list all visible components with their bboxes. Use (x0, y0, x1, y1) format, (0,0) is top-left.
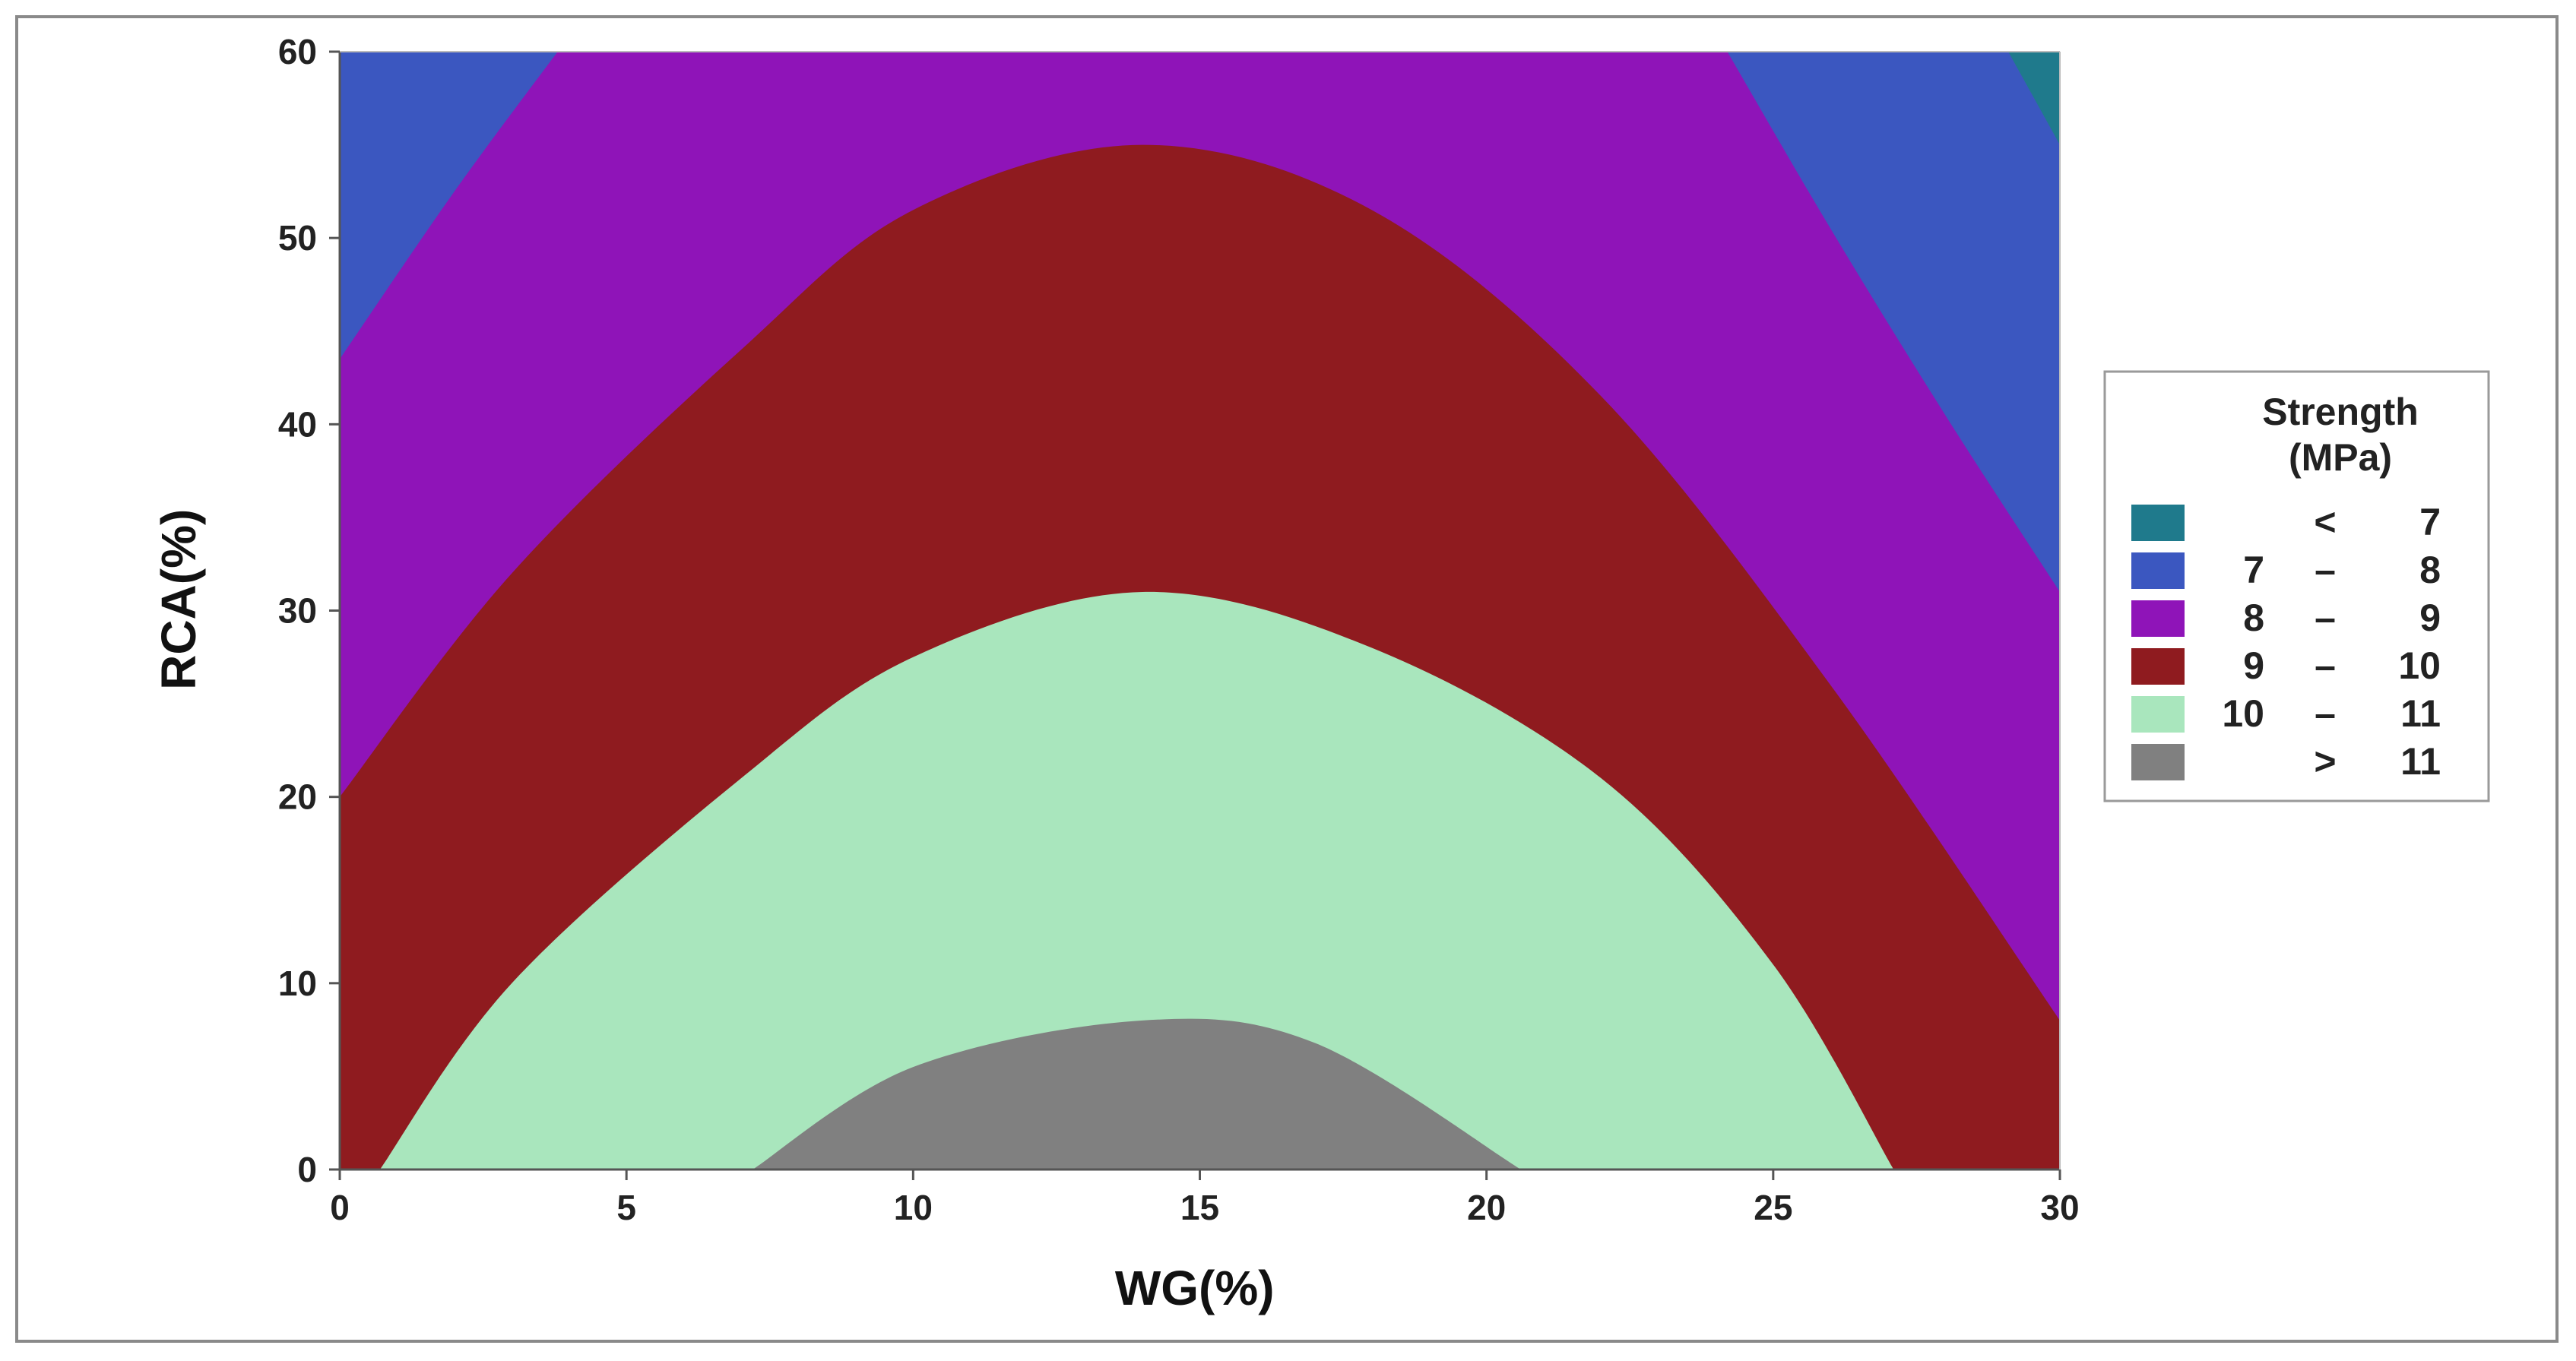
legend-swatch (2131, 648, 2185, 685)
legend-range-high: 9 (2419, 597, 2441, 639)
region-10-11 (379, 591, 1894, 1170)
legend-range-low: 10 (2222, 692, 2264, 735)
y-axis-title: RCA(%) (151, 509, 206, 690)
x-tick-label: 30 (2040, 1188, 2079, 1227)
legend-swatch (2131, 600, 2185, 637)
legend-range-low: 8 (2243, 597, 2264, 639)
legend-subtitle: (MPa) (2289, 436, 2392, 479)
legend-range-high: 11 (2400, 692, 2441, 735)
y-tick-label: 50 (278, 218, 317, 258)
x-tick-label: 20 (1467, 1188, 1506, 1227)
x-axis-title: WG(%) (1115, 1261, 1275, 1315)
legend-swatch (2131, 696, 2185, 733)
chart-frame: 0 5 10 15 20 25 30 0 10 20 30 40 50 60 WG(%) RCA(%) Str… (15, 15, 2559, 1343)
legend-range-sep: – (2315, 597, 2336, 639)
x-tick-label: 25 (1754, 1188, 1792, 1227)
legend-range-sep: < (2314, 501, 2336, 543)
legend-title: Strength (2262, 391, 2419, 433)
contour-chart: 0 5 10 15 20 25 30 0 10 20 30 40 50 60 WG(%) RCA(%) Str… (151, 32, 2490, 1315)
x-tick-label: 5 (616, 1188, 636, 1227)
y-tick-label: 20 (278, 777, 317, 817)
legend-range-sep: – (2315, 692, 2336, 735)
legend-range-sep: > (2314, 740, 2336, 783)
legend-range-high: 8 (2419, 549, 2441, 591)
legend-range-sep: – (2315, 644, 2336, 687)
legend-range-low: 9 (2243, 644, 2264, 687)
y-tick-label: 40 (278, 404, 317, 444)
legend-range-high: 11 (2400, 740, 2441, 783)
y-tick-label: 30 (278, 591, 317, 631)
region-below-7 (2008, 52, 2060, 145)
legend-range-high: 10 (2398, 644, 2441, 687)
x-tick-label: 0 (330, 1188, 350, 1227)
axes: 0 5 10 15 20 25 30 0 10 20 30 40 50 60 WG(%) RCA(%) (151, 32, 2080, 1315)
legend-swatch (2131, 505, 2185, 541)
y-tick-label: 60 (278, 32, 317, 71)
legend-range-sep: – (2315, 549, 2336, 591)
region-above-11 (753, 1018, 1521, 1170)
x-tick-label: 10 (894, 1188, 933, 1227)
x-tick-label: 15 (1180, 1188, 1219, 1227)
legend: Strength(MPa) < 7 7 – 8 8 – 9 9 – 10 10 – 11 > 11 (2103, 370, 2490, 802)
legend-swatch (2131, 744, 2185, 780)
y-tick-label: 10 (278, 964, 317, 1003)
plot-area (340, 52, 2060, 1170)
y-tick-label: 0 (297, 1150, 317, 1189)
legend-range-high: 7 (2419, 501, 2441, 543)
legend-swatch (2131, 552, 2185, 589)
legend-range-low: 7 (2243, 549, 2264, 591)
